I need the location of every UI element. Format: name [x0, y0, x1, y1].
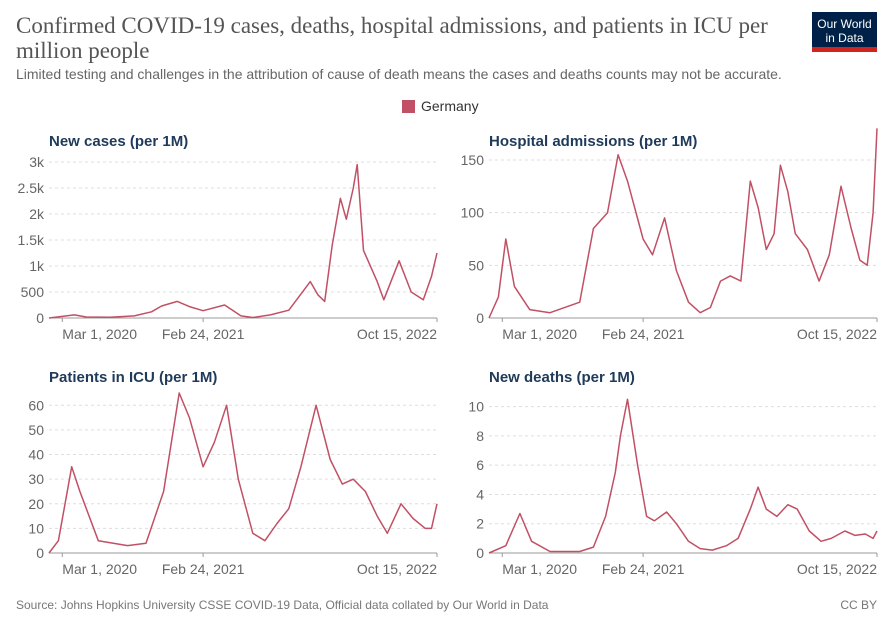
logo-accent-bar [812, 47, 877, 52]
y-tick-label: 30 [28, 471, 44, 487]
y-tick-label: 1.5k [18, 232, 45, 248]
chart-panel: New cases (per 1M) 0 500 1k 1.5k 2k 2.5k 3k Mar … [18, 133, 438, 342]
x-tick-label: Oct 15, 2022 [797, 326, 877, 342]
y-tick-label: 0 [476, 545, 484, 561]
y-tick-label: 0 [476, 310, 484, 326]
chart-title: Confirmed COVID-19 cases, deaths, hospit… [16, 13, 768, 63]
y-tick-label: 1k [29, 258, 45, 274]
panel-title: New cases (per 1M) [49, 133, 188, 150]
y-tick-label: 0 [36, 545, 44, 561]
panel-title: Patients in ICU (per 1M) [49, 369, 217, 386]
legend-label: Germany [421, 98, 479, 114]
x-tick-label: Mar 1, 2020 [62, 561, 137, 577]
series-line-germany [488, 128, 878, 319]
y-tick-label: 50 [468, 257, 484, 273]
x-tick-label: Mar 1, 2020 [502, 326, 577, 342]
y-tick-label: 4 [476, 486, 484, 502]
logo-line-2: in Data [825, 31, 864, 45]
x-tick-label: Mar 1, 2020 [62, 326, 137, 342]
y-tick-label: 20 [28, 496, 44, 512]
y-tick-label: 2k [29, 206, 45, 222]
chart-panel: Patients in ICU (per 1M) 0 10 20 30 40 50 60 Mar… [28, 369, 438, 577]
x-tick-label: Feb 24, 2021 [602, 561, 685, 577]
chart-subtitle: Limited testing and challenges in the at… [16, 66, 782, 82]
y-tick-label: 40 [28, 447, 44, 463]
legend-swatch [402, 99, 415, 113]
chart-panel: Hospital admissions (per 1M) 0 50 100 150 Mar… [461, 128, 878, 342]
y-tick-label: 10 [28, 520, 44, 536]
x-tick-label: Oct 15, 2022 [357, 326, 437, 342]
license-link[interactable]: CC BY [840, 598, 877, 612]
y-tick-label: 2.5k [18, 180, 45, 196]
panel-title: Hospital admissions (per 1M) [489, 133, 697, 150]
series-line-germany [48, 163, 438, 319]
x-tick-label: Feb 24, 2021 [162, 561, 245, 577]
y-tick-label: 8 [476, 428, 484, 444]
y-tick-label: 500 [21, 284, 45, 300]
y-tick-label: 10 [468, 399, 484, 415]
x-tick-label: Feb 24, 2021 [602, 326, 685, 342]
y-tick-label: 2 [476, 516, 484, 532]
y-tick-label: 0 [36, 310, 44, 326]
y-tick-label: 3k [29, 154, 45, 170]
source-note: Source: Johns Hopkins University CSSE CO… [16, 598, 549, 612]
y-tick-label: 50 [28, 422, 44, 438]
y-tick-label: 150 [461, 152, 485, 168]
y-tick-label: 6 [476, 457, 484, 473]
series-line-germany [488, 398, 878, 554]
x-tick-label: Mar 1, 2020 [502, 561, 577, 577]
legend[interactable]: Germany [402, 98, 479, 114]
x-tick-label: Oct 15, 2022 [357, 561, 437, 577]
x-tick-label: Oct 15, 2022 [797, 561, 877, 577]
owid-logo[interactable]: Our World in Data [812, 12, 877, 52]
y-tick-label: 100 [461, 205, 485, 221]
series-line-germany [48, 392, 438, 554]
chart-panel: New deaths (per 1M) 0 2 4 6 8 10 Mar 1, 2020 Feb… [468, 369, 878, 577]
y-tick-label: 60 [28, 397, 44, 413]
logo-line-1: Our World [817, 17, 872, 31]
panel-title: New deaths (per 1M) [489, 369, 635, 386]
x-tick-label: Feb 24, 2021 [162, 326, 245, 342]
